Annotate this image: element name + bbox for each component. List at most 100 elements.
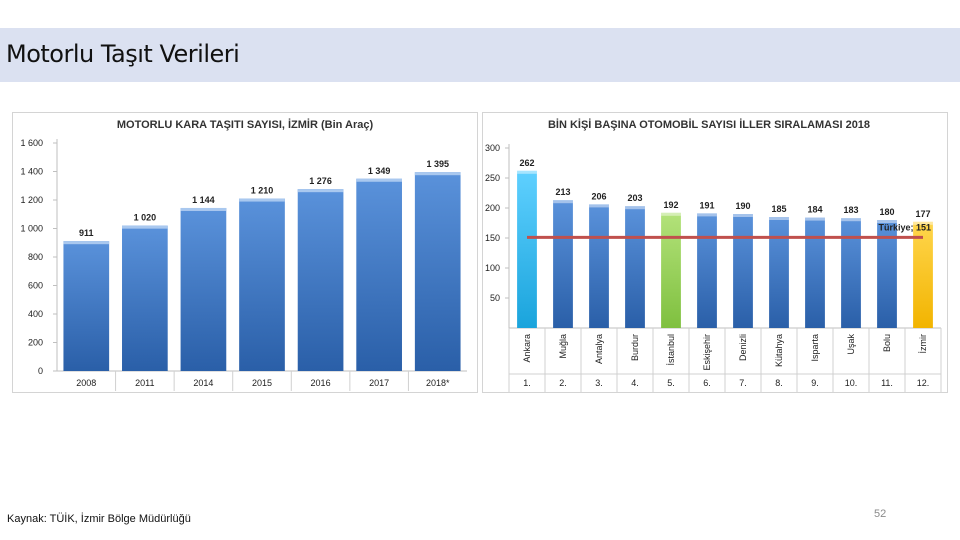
rank-label: 5. <box>667 378 675 388</box>
data-label: 1 020 <box>134 213 157 223</box>
x-tick-label: 2016 <box>311 378 331 388</box>
data-label: 177 <box>915 209 930 219</box>
bar-top-highlight <box>553 200 573 204</box>
data-label: 1 395 <box>426 159 449 169</box>
x-tick-label: Kütahya <box>774 334 784 367</box>
page-number: 52 <box>874 508 887 520</box>
bar-top-highlight <box>589 204 609 208</box>
data-label: 191 <box>699 200 714 210</box>
x-tick-label: Isparta <box>810 334 820 362</box>
bar <box>297 189 344 371</box>
bar-top-highlight <box>661 212 681 216</box>
y-tick-label: 1 200 <box>20 195 43 205</box>
bar <box>356 178 402 371</box>
data-label: 1 210 <box>251 186 274 196</box>
bar-top-highlight <box>805 217 825 221</box>
bar <box>805 217 825 328</box>
y-tick-label: 100 <box>485 263 500 273</box>
x-tick-label: Bolu <box>882 334 892 352</box>
chart-title: BİN KİŞİ BAŞINA OTOMOBİL SAYISI İLLER SI… <box>548 118 870 131</box>
bar <box>239 198 285 371</box>
rank-label: 9. <box>811 378 819 388</box>
data-label: 203 <box>627 193 642 203</box>
y-tick-label: 300 <box>485 143 500 153</box>
vehicle-count-chart-panel: MOTORLU KARA TAŞITI SAYISI, İZMİR (Bin A… <box>12 112 478 393</box>
x-tick-label: Uşak <box>846 334 856 355</box>
car-ownership-ranking-chart: BİN KİŞİ BAŞINA OTOMOBİL SAYISI İLLER SI… <box>485 118 942 392</box>
bar-top-highlight <box>239 198 285 202</box>
rank-label: 2. <box>559 378 567 388</box>
rank-label: 7. <box>739 378 747 388</box>
data-label: 183 <box>843 205 858 215</box>
bar-top-highlight <box>841 218 861 222</box>
y-tick-label: 0 <box>38 366 43 376</box>
data-label: 213 <box>555 187 570 197</box>
x-tick-label: İstanbul <box>666 334 676 366</box>
bar-top-highlight <box>877 220 897 223</box>
bar-top-highlight <box>625 206 645 210</box>
bar-top-highlight <box>414 172 461 176</box>
bar <box>63 241 110 371</box>
bar-top-highlight <box>517 170 537 174</box>
bar <box>769 217 789 328</box>
data-label: 206 <box>591 191 606 201</box>
x-tick-label: 2011 <box>135 378 154 388</box>
y-tick-label: 250 <box>485 173 500 183</box>
chart-title: MOTORLU KARA TAŞITI SAYISI, İZMİR (Bin A… <box>117 118 374 131</box>
y-tick-label: 800 <box>28 252 43 262</box>
data-label: 180 <box>879 207 894 217</box>
y-tick-label: 400 <box>28 309 43 319</box>
bar-top-highlight <box>913 221 933 225</box>
rank-label: 4. <box>631 378 639 388</box>
bar <box>661 212 681 328</box>
x-tick-label: 2017 <box>369 378 389 388</box>
y-tick-label: 1 600 <box>20 138 43 148</box>
rank-label: 10. <box>845 378 858 388</box>
bar <box>180 207 227 371</box>
vehicle-count-chart: MOTORLU KARA TAŞITI SAYISI, İZMİR (Bin A… <box>20 118 467 391</box>
x-tick-label: Antalya <box>594 334 604 364</box>
y-tick-label: 200 <box>485 203 500 213</box>
bar <box>414 172 461 371</box>
data-label: 1 144 <box>192 195 215 205</box>
data-label: 1 349 <box>368 166 391 176</box>
bar-top-highlight <box>697 213 717 217</box>
bar-top-highlight <box>769 217 789 220</box>
bar <box>122 225 168 371</box>
bar-top-highlight <box>180 207 227 211</box>
bar <box>625 206 645 328</box>
x-tick-label: 2015 <box>252 378 272 388</box>
data-label: 262 <box>519 158 534 168</box>
rank-label: 3. <box>595 378 603 388</box>
data-label: 190 <box>735 201 750 211</box>
bar-top-highlight <box>733 214 753 217</box>
x-tick-label: 2018* <box>426 378 450 388</box>
y-tick-label: 200 <box>28 338 43 348</box>
rank-label: 6. <box>703 378 711 388</box>
x-tick-label: Muğla <box>558 334 568 359</box>
bar-top-highlight <box>122 225 168 229</box>
bar <box>913 221 933 328</box>
rank-label: 12. <box>917 378 930 388</box>
x-tick-label: Denizli <box>738 334 748 361</box>
title-band <box>0 28 960 82</box>
rank-label: 8. <box>775 378 783 388</box>
bar <box>877 220 897 328</box>
bar <box>841 218 861 328</box>
y-tick-label: 1 000 <box>20 224 43 234</box>
bar <box>733 214 753 328</box>
rank-label: 11. <box>881 378 893 388</box>
x-tick-label: 2008 <box>76 378 96 388</box>
x-tick-label: Burdur <box>630 334 640 361</box>
x-tick-label: İzmir <box>918 334 928 354</box>
data-label: 184 <box>807 205 822 215</box>
data-label: 192 <box>663 200 678 210</box>
rank-label: 1. <box>523 378 531 388</box>
y-tick-label: 1 400 <box>20 167 43 177</box>
y-tick-label: 600 <box>28 281 43 291</box>
bar-top-highlight <box>297 189 344 193</box>
x-tick-label: Eskişehir <box>702 334 712 371</box>
y-tick-label: 150 <box>485 233 500 243</box>
bar <box>517 170 537 328</box>
reference-label: Türkiye; 151 <box>878 222 931 232</box>
